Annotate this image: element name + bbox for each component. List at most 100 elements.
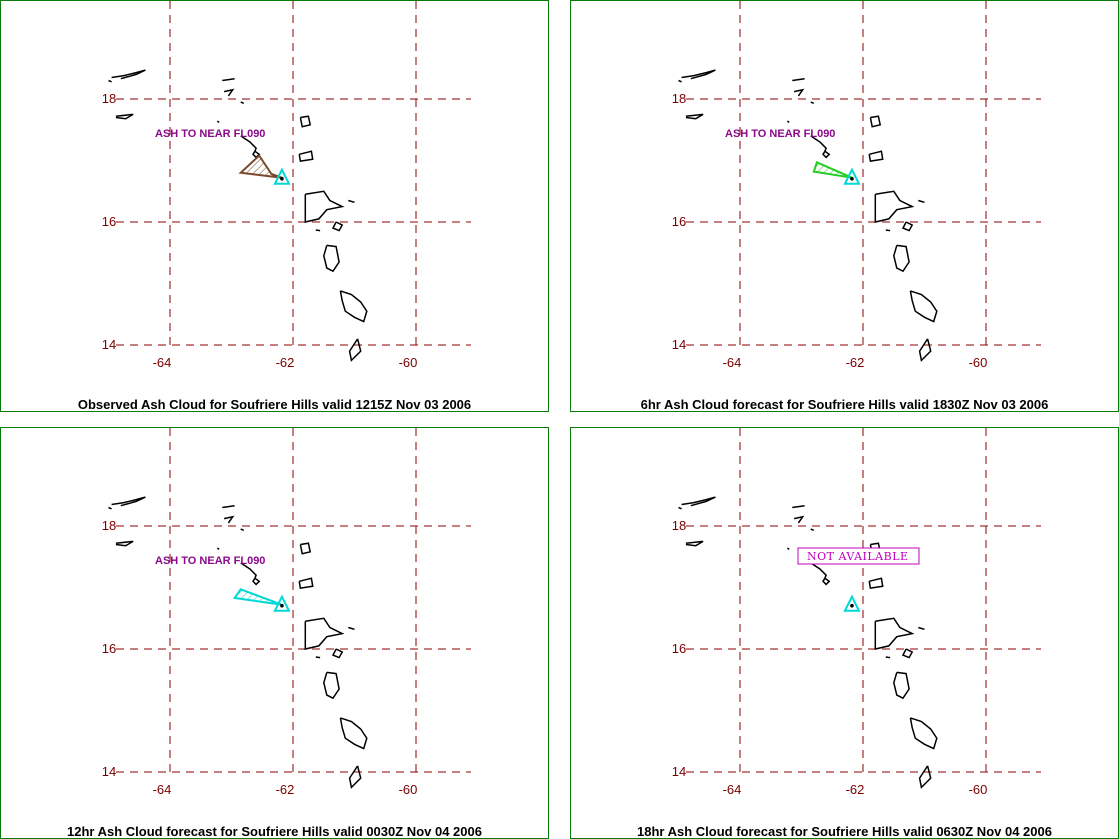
island-nevis: [822, 577, 831, 586]
island-marie-galante: [901, 221, 914, 232]
island-barbuda: [869, 115, 882, 128]
lat-tick-label: 16: [672, 214, 686, 229]
island-antigua: [298, 150, 314, 162]
map-canvas-4: -64 -62 -60 18 16 14 NOT AVAILABLE: [672, 428, 1041, 797]
island-martinique: [339, 717, 368, 750]
volcano-dot: [280, 176, 284, 181]
island-marie-galante: [331, 221, 344, 232]
volcano-dot: [850, 176, 854, 181]
ash-cloud-polygon: [812, 160, 853, 179]
coastlines: [678, 69, 938, 362]
lon-tick-label: -62: [276, 782, 295, 797]
lon-tick-label: -60: [969, 355, 988, 370]
lat-tick-label: 14: [672, 764, 686, 779]
island-anguilla: [792, 77, 805, 82]
island-st-martin: [223, 88, 235, 97]
island-dominica: [893, 671, 910, 700]
island-barbuda: [299, 115, 312, 128]
lat-tick-label: 18: [672, 518, 686, 533]
volcano-dot: [280, 603, 284, 608]
not-available-box: [797, 547, 920, 565]
coastlines: [678, 496, 938, 789]
island-les-saintes: [315, 656, 321, 659]
island-st-barth: [240, 528, 245, 531]
island-st-barth: [810, 101, 815, 104]
lon-tick-label: -64: [153, 782, 172, 797]
lon-tick-label: -62: [846, 782, 865, 797]
lon-tick-label: -64: [723, 355, 742, 370]
island-virgin-islands: [111, 69, 146, 80]
map-canvas-2: -64 -62 -60 18 16 14 ASH TO NEAR FL090: [672, 1, 1041, 370]
island-saba: [786, 547, 790, 551]
lat-tick-label: 14: [672, 337, 686, 352]
gridlines: [116, 1, 471, 351]
island-desirade: [348, 626, 355, 631]
lat-tick-label: 18: [102, 518, 116, 533]
island-desirade: [918, 626, 925, 631]
lon-tick-label: -62: [846, 355, 865, 370]
gridlines: [686, 428, 1041, 778]
island-barbuda: [299, 542, 312, 555]
island-antigua: [868, 150, 884, 162]
map-panel-12hr: -64 -62 -60 18 16 14 ASH TO NEAR FL090 12hr As…: [0, 427, 549, 839]
island-st-barth: [810, 528, 815, 531]
island-anguilla: [792, 504, 805, 509]
island-st-croix: [685, 540, 704, 547]
island-st-kitts: [240, 562, 257, 579]
island-st-croix: [685, 113, 704, 120]
lon-tick-label: -64: [153, 355, 172, 370]
not-available-label: NOT AVAILABLE: [807, 550, 909, 563]
island-st-croix: [115, 113, 134, 120]
island-les-saintes: [885, 656, 891, 659]
lon-tick-label: -64: [723, 782, 742, 797]
lat-tick-label: 14: [102, 337, 116, 352]
island-st-kitts: [240, 135, 257, 152]
volcano-triangle-icon: [843, 594, 861, 612]
lat-tick-label: 14: [102, 764, 116, 779]
coastlines: [108, 496, 368, 789]
map-canvas-3: -64 -62 -60 18 16 14 ASH TO NEAR FL090: [102, 428, 471, 797]
island-st-kitts: [810, 562, 827, 579]
ash-height-label: ASH TO NEAR FL090: [155, 128, 265, 140]
panel-caption: 6hr Ash Cloud forecast for Soufriere Hil…: [640, 397, 1049, 412]
lon-tick-label: -60: [399, 782, 418, 797]
island-saba: [786, 120, 790, 124]
island-guadeloupe: [304, 617, 345, 650]
panel-caption: Observed Ash Cloud for Soufriere Hills v…: [77, 397, 472, 412]
island-st-martin: [223, 515, 235, 524]
volcano-triangle-icon: [273, 167, 291, 185]
island-guadeloupe: [874, 617, 915, 650]
island-virgin-islands-2: [108, 506, 112, 510]
island-virgin-islands: [111, 496, 146, 507]
island-marie-galante: [901, 648, 914, 659]
island-martinique: [909, 717, 938, 750]
island-st-lucia: [918, 765, 932, 789]
map-panel-18hr: -64 -62 -60 18 16 14 NOT AVAILABLE 18hr Ash Cl…: [570, 427, 1119, 839]
island-st-barth: [240, 101, 245, 104]
island-desirade: [348, 199, 355, 204]
ash-cloud-polygon: [232, 588, 283, 606]
island-marie-galante: [331, 648, 344, 659]
island-anguilla: [222, 504, 235, 509]
island-martinique: [909, 290, 938, 323]
island-virgin-islands-2: [108, 79, 112, 83]
island-st-martin: [793, 88, 805, 97]
island-virgin-islands-2: [678, 79, 682, 83]
lat-tick-label: 16: [102, 641, 116, 656]
lon-tick-label: -60: [399, 355, 418, 370]
island-virgin-islands: [681, 69, 716, 80]
island-guadeloupe: [304, 190, 345, 223]
island-antigua: [298, 577, 314, 589]
island-dominica: [893, 244, 910, 273]
volcano-triangle-icon: [843, 167, 861, 185]
ash-height-label: ASH TO NEAR FL090: [155, 555, 265, 567]
island-saba: [216, 120, 220, 124]
island-nevis: [252, 577, 261, 586]
gridlines: [116, 428, 471, 778]
island-saba: [216, 547, 220, 551]
island-guadeloupe: [874, 190, 915, 223]
volcano-triangle-icon: [273, 594, 291, 612]
volcano-dot: [850, 603, 854, 608]
ash-height-label: ASH TO NEAR FL090: [725, 128, 835, 140]
map-panel-observed: -64 -62 -60 18 16 14 ASH TO NEAR FL090 Observe…: [0, 0, 549, 412]
